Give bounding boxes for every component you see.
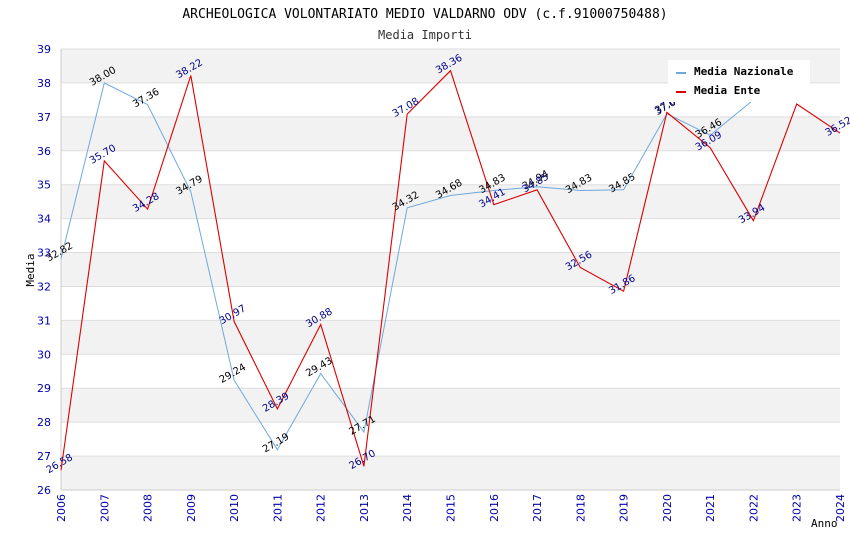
series-lines	[60, 69, 841, 471]
x-tick-label: 2010	[228, 494, 241, 522]
y-tick-label: 26	[37, 484, 51, 497]
x-tick-label: 2018	[574, 494, 587, 522]
grid-band	[61, 184, 840, 219]
x-tick-label: 2008	[142, 494, 155, 522]
y-tick-label: 35	[37, 179, 51, 192]
y-axis-label: Media	[24, 253, 37, 286]
y-tick-label: 27	[37, 450, 51, 463]
data-label-ente: 37.08	[391, 96, 421, 120]
grid-bands	[61, 48, 840, 491]
x-tick-label: 2013	[358, 494, 371, 522]
x-tick-label: 2009	[185, 494, 198, 522]
x-tick-label: 2012	[315, 494, 328, 522]
data-label-nazionale: 27.19	[261, 432, 291, 456]
data-label-nazionale: 29.24	[218, 362, 248, 386]
grid-band	[61, 116, 840, 151]
x-tick-label: 2007	[98, 494, 111, 522]
y-tick-label: 28	[37, 416, 51, 429]
legend: Media Nazionale Media Ente	[668, 60, 810, 102]
y-tick-label: 38	[37, 77, 51, 90]
grid-band	[61, 456, 840, 490]
y-tick-label: 29	[37, 382, 51, 395]
grid-band	[61, 252, 840, 287]
grid-band	[61, 388, 840, 423]
y-tick-label: 39	[37, 43, 51, 56]
x-tick-label: 2015	[445, 494, 458, 522]
y-tick-labels: 26 27 28 29 30 31 32 33 34 35 36 37 38 39	[37, 43, 51, 497]
y-tick-label: 34	[37, 213, 51, 226]
y-tick-label: 30	[37, 348, 51, 361]
series-line-media-nazionale	[60, 82, 754, 451]
legend-label-ente: Media Ente	[694, 84, 761, 97]
x-tick-label: 2014	[401, 494, 414, 522]
x-tick-label: 2006	[55, 494, 68, 522]
x-tick-label: 2016	[488, 494, 501, 522]
x-tick-label: 2022	[747, 494, 760, 522]
y-tick-label: 33	[37, 247, 51, 260]
axes	[60, 49, 840, 491]
x-axis-label: Anno	[811, 517, 838, 530]
x-tick-label: 2019	[618, 494, 631, 522]
x-tick-label: 2024	[834, 494, 847, 522]
x-tick-label: 2017	[531, 494, 544, 522]
legend-label-nazionale: Media Nazionale	[694, 65, 794, 78]
y-tick-label: 36	[37, 145, 51, 158]
x-tick-label: 2011	[271, 494, 284, 522]
y-tick-label: 37	[37, 111, 51, 124]
data-label-nazionale: 37.36	[131, 87, 161, 111]
y-tick-label: 31	[37, 314, 51, 327]
grid-band	[61, 320, 840, 355]
legend-background	[668, 60, 810, 102]
x-tick-label: 2020	[661, 494, 674, 522]
x-tick-labels: 2006 2007 2008 2009 2010 2011 2012 2013 2014 2015…	[55, 494, 847, 522]
x-tick-label: 2021	[704, 494, 717, 522]
y-tick-label: 32	[37, 280, 51, 293]
chart-title: ARCHEOLOGICA VOLONTARIATO MEDIO VALDARNO…	[182, 7, 667, 22]
chart-subtitle: Media Importi	[378, 28, 472, 42]
series-line-media-ente	[60, 69, 841, 471]
x-tick-label: 2023	[791, 494, 804, 522]
